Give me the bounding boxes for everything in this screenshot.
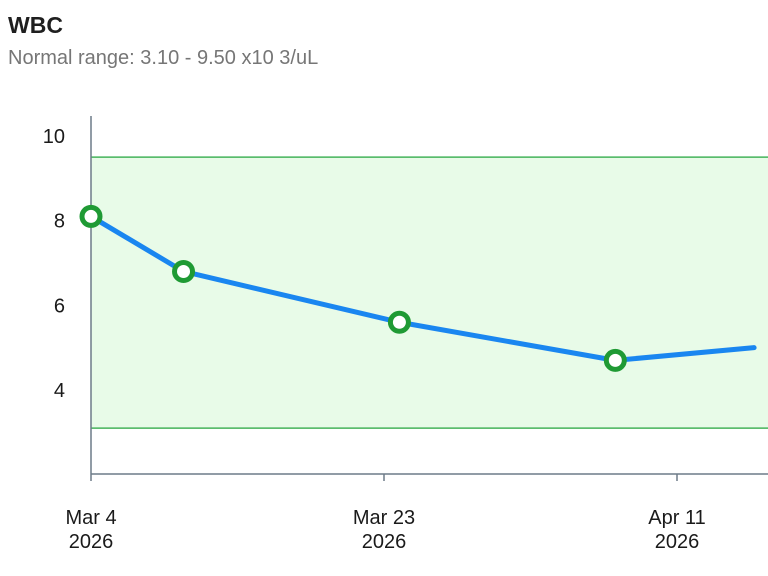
y-tick-label: 6 — [54, 295, 65, 317]
y-tick-label: 10 — [43, 126, 65, 148]
normal-range-band — [91, 157, 768, 429]
x-tick-label: Apr 11 — [648, 507, 705, 529]
data-point-marker — [387, 310, 411, 334]
data-point-marker — [79, 204, 103, 228]
chart-subtitle: Normal range: 3.10 - 9.50 x10 3/uL — [8, 47, 319, 69]
x-tick-year: 2026 — [69, 531, 114, 553]
y-tick-label: 4 — [54, 380, 65, 402]
x-tick-year: 2026 — [362, 531, 407, 553]
x-tick-label: Mar 4 — [65, 507, 116, 529]
y-tick-label: 8 — [54, 211, 65, 233]
chart-title: WBC — [8, 12, 63, 38]
data-point-marker — [172, 259, 196, 283]
x-tick-label: Mar 23 — [353, 507, 415, 529]
data-point-marker — [603, 348, 627, 372]
x-tick-year: 2026 — [655, 531, 700, 553]
